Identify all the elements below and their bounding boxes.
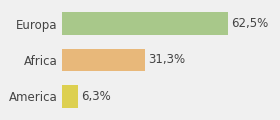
Bar <box>62 85 78 108</box>
Text: 6,3%: 6,3% <box>81 90 111 103</box>
Text: 62,5%: 62,5% <box>231 17 268 30</box>
Bar <box>62 12 228 35</box>
Text: 31,3%: 31,3% <box>148 54 185 66</box>
Bar <box>62 49 145 71</box>
